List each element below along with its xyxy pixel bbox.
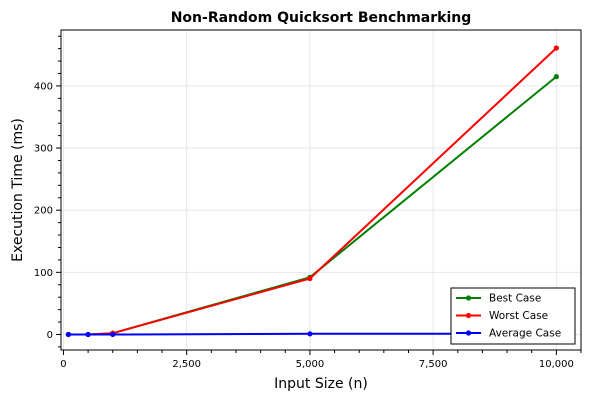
y-tick-label: 400	[34, 81, 53, 92]
data-point	[553, 45, 559, 51]
legend-label: Best Case	[489, 293, 541, 305]
data-point	[553, 74, 559, 80]
x-axis-label: Input Size (n)	[274, 376, 368, 392]
x-tick-label: 2,500	[172, 359, 201, 370]
x-tick-label: 5,000	[296, 359, 325, 370]
y-axis-label: Execution Time (ms)	[10, 118, 26, 262]
y-tick-label: 0	[47, 330, 53, 341]
series-layer	[65, 45, 559, 338]
y-tick-label: 100	[34, 268, 53, 279]
x-tick-label: 0	[60, 359, 66, 370]
x-tick-label: 7,500	[419, 359, 448, 370]
y-tick-label: 200	[34, 206, 53, 217]
data-point	[85, 331, 91, 338]
data-point	[307, 331, 313, 337]
legend-marker	[465, 312, 472, 319]
legend-label: Worst Case	[489, 310, 548, 322]
y-tick-label: 300	[34, 144, 53, 155]
data-point	[307, 275, 313, 282]
chart-title: Non-Random Quicksort Benchmarking	[171, 10, 472, 26]
x-tick-label: 10,000	[539, 359, 574, 370]
legend-label: Average Case	[489, 328, 561, 340]
data-point	[110, 331, 116, 338]
data-point	[65, 331, 71, 338]
legend-marker	[465, 295, 472, 301]
axis-ticks: 0 2,500 5,000 7,500 10,000 0 100 200 300 400	[34, 35, 582, 370]
plot-area	[60, 29, 582, 351]
legend: Best Case Worst Case Average Case	[450, 287, 576, 345]
legend-marker	[465, 330, 472, 336]
